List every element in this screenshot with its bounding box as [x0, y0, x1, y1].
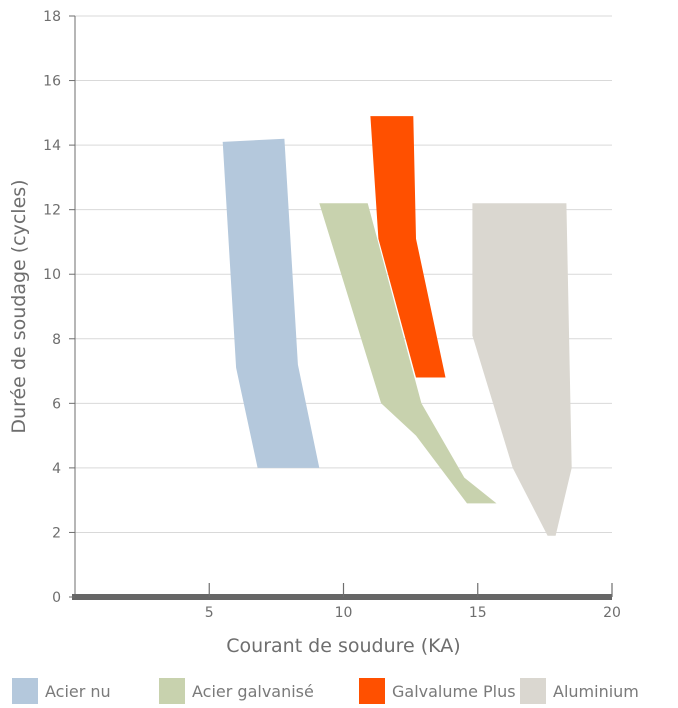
y-axis-title: Durée de soudage (cycles) — [8, 179, 30, 433]
y-tick-label-8: 8 — [52, 332, 61, 348]
x-tick-label-20: 20 — [603, 605, 621, 621]
area-acier-galvanise — [319, 203, 497, 504]
y-tick-label-12: 12 — [43, 203, 61, 219]
y-tick-label-18: 18 — [43, 9, 61, 25]
axes — [69, 15, 613, 600]
y-tick-label-4: 4 — [52, 461, 61, 477]
legend-label-galvalume-plus: Galvalume Plus — [392, 681, 516, 701]
x-tick-labels: 5 10 15 20 — [205, 605, 621, 621]
legend-label-acier-galvanise: Acier galvanisé — [192, 681, 314, 701]
chart-canvas: 0 2 4 6 8 10 12 14 16 18 5 10 15 20 Durée de soudage… — [8, 9, 621, 657]
y-tick-label-6: 6 — [52, 396, 61, 412]
area-acier-nu — [222, 138, 320, 468]
legend-label-acier-nu: Acier nu — [45, 681, 111, 701]
legend-swatch-aluminium — [520, 678, 546, 704]
legend-item-acier-nu: Acier nu — [12, 676, 111, 706]
legend-swatch-acier-galvanise — [159, 678, 185, 704]
x-axis-title: Courant de soudure (KA) — [226, 635, 460, 657]
y-tick-label-10: 10 — [43, 267, 61, 283]
y-tick-labels: 0 2 4 6 8 10 12 14 16 18 — [43, 9, 61, 606]
legend-swatch-acier-nu — [12, 678, 38, 704]
legend-item-galvalume-plus: Galvalume Plus — [359, 676, 516, 706]
y-tick-label-14: 14 — [43, 138, 61, 154]
y-tick-label-2: 2 — [52, 525, 61, 541]
legend-swatch-galvalume-plus — [359, 678, 385, 704]
area-aluminium — [472, 203, 572, 536]
y-tick-label-0: 0 — [52, 590, 61, 606]
legend-item-acier-galvanise: Acier galvanisé — [159, 676, 314, 706]
legend-label-aluminium: Aluminium — [553, 681, 639, 701]
area-galvalume-plus — [370, 116, 446, 378]
series-areas — [222, 116, 572, 536]
x-tick-label-15: 15 — [469, 605, 487, 621]
legend-item-aluminium: Aluminium — [520, 676, 639, 706]
x-tick-label-5: 5 — [205, 605, 214, 621]
y-tick-label-16: 16 — [43, 74, 61, 90]
x-tick-label-10: 10 — [335, 605, 353, 621]
legend: Acier nu Acier galvanisé Galvalume Plus … — [0, 676, 678, 708]
